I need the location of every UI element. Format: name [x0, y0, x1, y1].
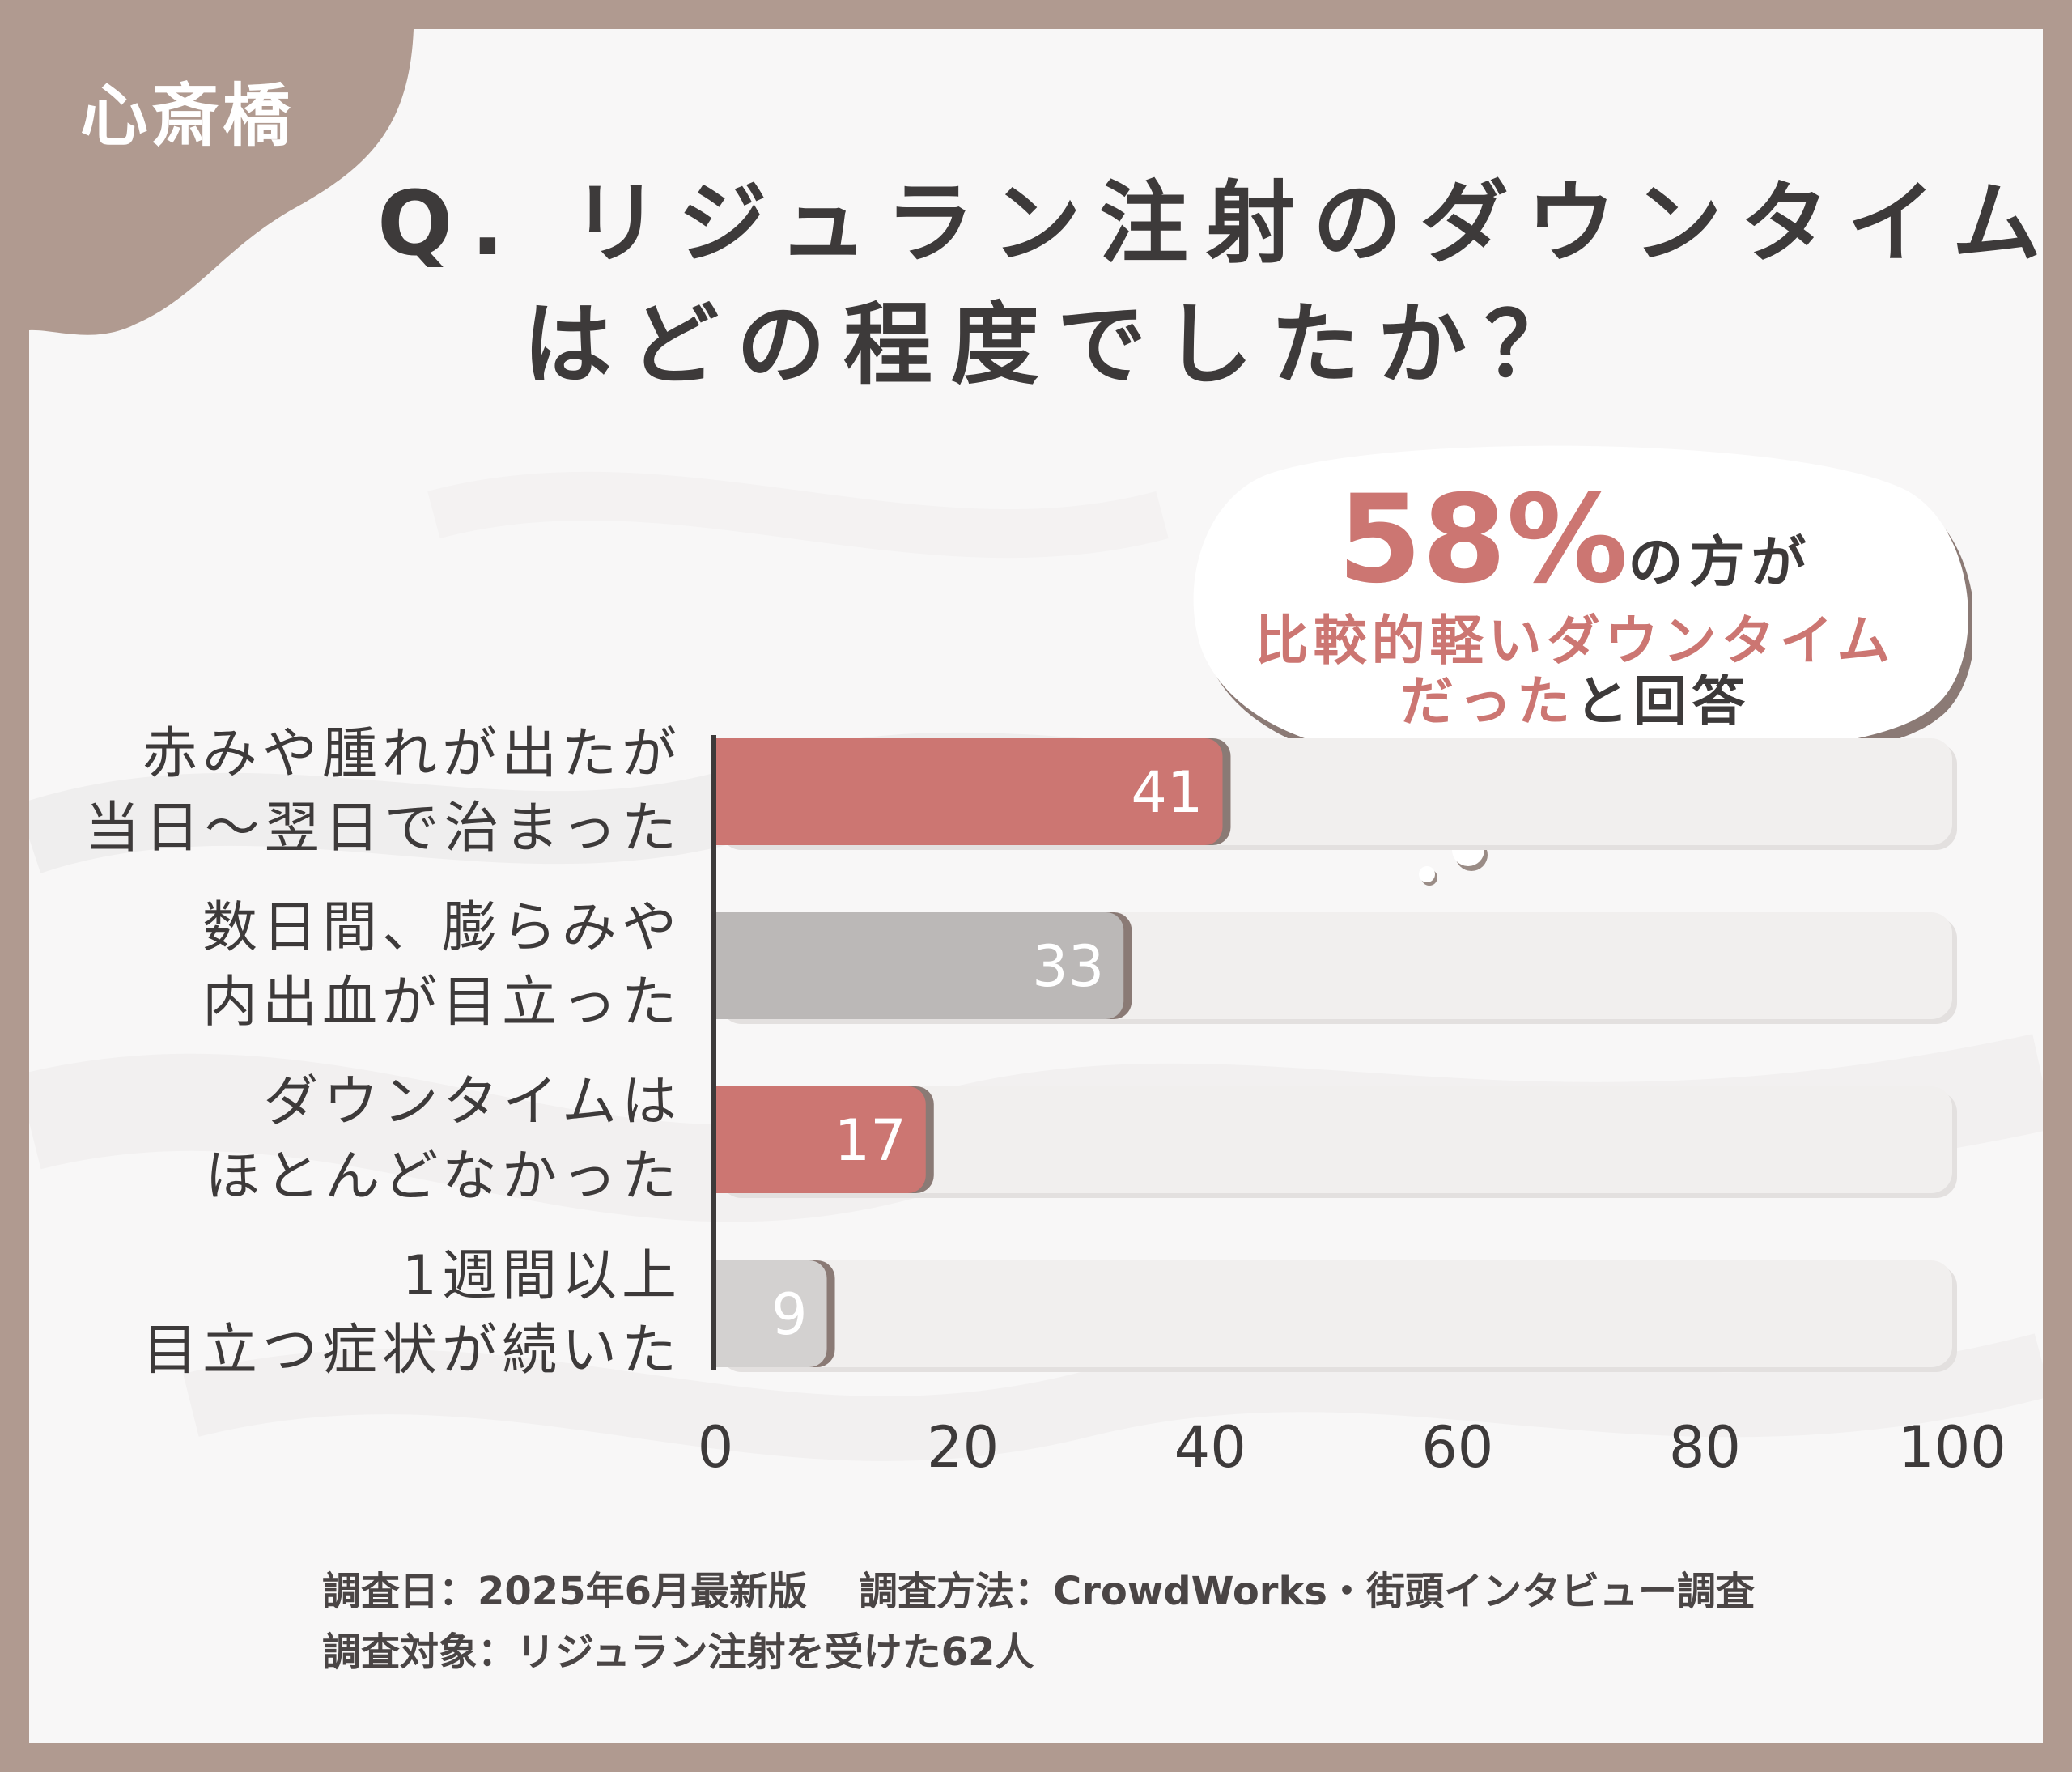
category-label: 1週間以上: [402, 1244, 681, 1308]
x-tick-label: 40: [1174, 1414, 1246, 1481]
bar: [715, 1086, 926, 1193]
x-tick-label: 60: [1421, 1414, 1493, 1481]
bar-base: [715, 1086, 748, 1193]
category-label: ダウンタイムは: [263, 1070, 681, 1134]
callout-highlight-2: だった: [1400, 670, 1575, 733]
bar-value-label: 33: [1032, 933, 1104, 1000]
y-axis-line: [711, 735, 716, 1370]
infographic-card: 心斎橋 Q. リジュラン注射のダウンタイム はどの程度でしたか？ 58%の方が …: [29, 29, 2043, 1743]
callout-highlight: 比較的軽いダウンタイム: [1255, 609, 1896, 672]
footnote-date: 調査日：2025年6月最新版: [322, 1569, 807, 1614]
bar-value-label: 17: [834, 1107, 906, 1174]
category-label: 内出血が目立った: [202, 971, 681, 1035]
callout-text: 58%の方が 比較的軽いダウンタイム だったと回答: [1195, 470, 1955, 733]
title-line-1: Q. リジュラン注射のダウンタイム: [377, 172, 2043, 275]
callout-percent-suffix: の方が: [1628, 531, 1813, 595]
callout-percent: 58%: [1337, 470, 1628, 610]
bar-base: [715, 1260, 748, 1367]
category-label: 目立つ症状が続いた: [142, 1319, 681, 1383]
footnote-method: 調査方法：CrowdWorks・街頭インタビュー調査: [859, 1569, 1755, 1614]
bar-track: [715, 1086, 1952, 1193]
category-label: 当日～翌日で治まった: [85, 797, 681, 861]
corner-tab: [29, 29, 414, 335]
callout-suffix: と回答: [1575, 670, 1750, 733]
location-tag: 心斎橋: [79, 76, 294, 155]
category-label: 数日間、膨らみや: [202, 896, 681, 960]
bar: [715, 738, 1223, 845]
x-tick-label: 100: [1898, 1414, 2006, 1481]
bar-base: [715, 912, 748, 1019]
footnote-target: 調査対象：リジュラン注射を受けた62人: [322, 1630, 1034, 1675]
x-tick-label: 80: [1669, 1414, 1741, 1481]
category-label: 赤みや腫れが出たが: [142, 722, 681, 786]
speech-bubble: [1193, 445, 1972, 886]
footnote-line-1: 調査日：2025年6月最新版 調査方法：CrowdWorks・街頭インタビュー調査: [322, 1559, 1755, 1616]
bar-base: [715, 738, 748, 845]
title-line-2: はどの程度でしたか？: [523, 293, 1591, 397]
bar-value-label: 41: [1131, 759, 1203, 826]
x-tick-label: 0: [698, 1414, 734, 1481]
bar-track: [715, 1260, 1952, 1367]
x-tick-label: 20: [927, 1414, 999, 1481]
bar-value-label: 9: [771, 1281, 808, 1348]
category-label: ほとんどなかった: [205, 1145, 681, 1209]
bar: [715, 912, 1124, 1019]
